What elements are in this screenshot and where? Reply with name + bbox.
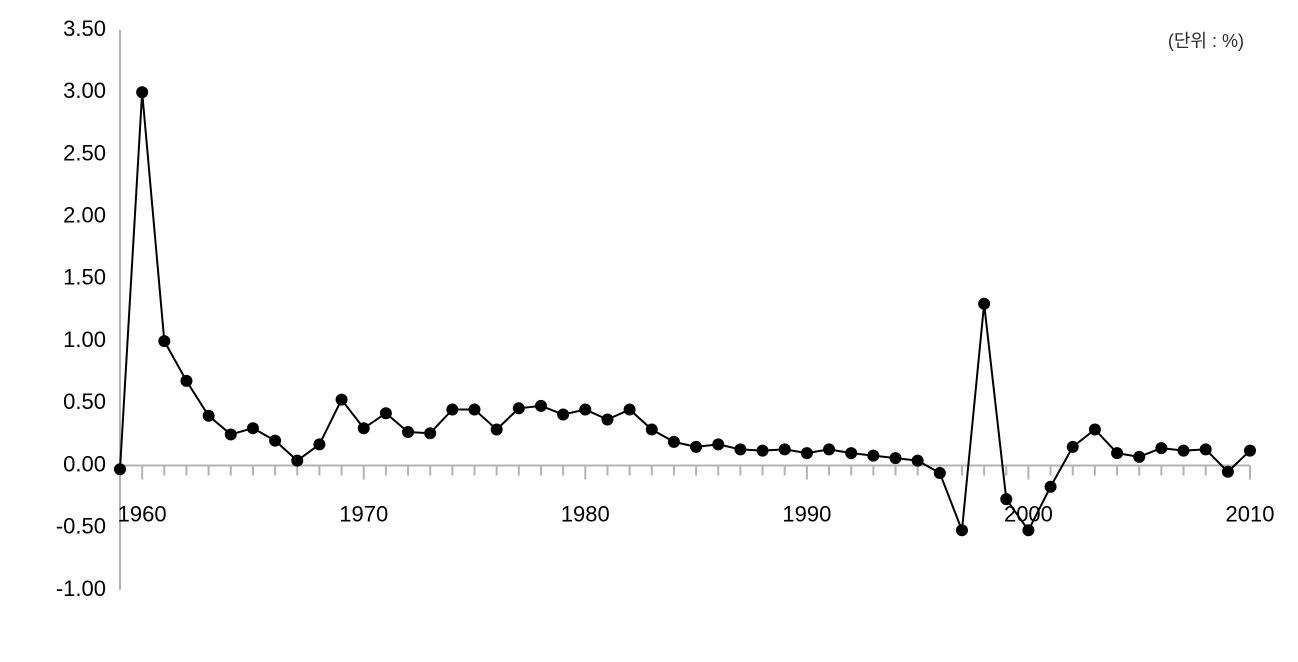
data-point (425, 428, 436, 439)
y-tick-label: -1.00 (56, 576, 106, 601)
y-tick-label: 0.50 (63, 389, 106, 414)
data-point (535, 400, 546, 411)
data-point (1134, 451, 1145, 462)
x-tick-label: 1980 (561, 502, 610, 527)
x-labels-layer: 196019701980199020002010 (118, 502, 1275, 527)
data-point (757, 445, 768, 456)
y-tick-label: -0.50 (56, 514, 106, 539)
data-point (1045, 481, 1056, 492)
data-point (270, 435, 281, 446)
data-point (691, 441, 702, 452)
y-tick-label: 3.00 (63, 78, 106, 103)
data-point (115, 464, 126, 475)
data-point (447, 404, 458, 415)
data-point (1156, 443, 1167, 454)
data-point (801, 448, 812, 459)
data-point (1222, 466, 1233, 477)
data-point (1001, 494, 1012, 505)
data-point (225, 429, 236, 440)
x-tick-label: 2010 (1226, 502, 1275, 527)
data-point (314, 439, 325, 450)
data-point (779, 444, 790, 455)
data-point (1245, 445, 1256, 456)
data-point (602, 414, 613, 425)
data-point (203, 410, 214, 421)
data-point (1067, 441, 1078, 452)
data-point (890, 453, 901, 464)
y-tick-label: 0.00 (63, 451, 106, 476)
data-point (181, 375, 192, 386)
x-tick-label: 1990 (782, 502, 831, 527)
data-point (1112, 448, 1123, 459)
data-point (956, 525, 967, 536)
series-layer (115, 87, 1256, 536)
data-point (846, 448, 857, 459)
data-point (1023, 525, 1034, 536)
unit-label: (단위 : %) (1168, 31, 1244, 51)
data-point (646, 424, 657, 435)
data-point (247, 423, 258, 434)
data-point (713, 439, 724, 450)
data-point (735, 444, 746, 455)
data-point (668, 436, 679, 447)
y-tick-label: 1.00 (63, 327, 106, 352)
line-chart: 196019701980199020002010 -1.00-0.500.000… (0, 0, 1298, 662)
x-tick-label: 1970 (339, 502, 388, 527)
data-point (1089, 424, 1100, 435)
data-point (137, 87, 148, 98)
chart-container: 196019701980199020002010 -1.00-0.500.000… (0, 0, 1298, 662)
data-point (868, 450, 879, 461)
y-tick-label: 1.50 (63, 265, 106, 290)
y-labels-layer: -1.00 -0.50 0.00 0.50 1.00 1.50 2.00 2.50 3.00 3.… (56, 16, 106, 601)
data-point (580, 404, 591, 415)
x-ticks-layer (120, 466, 1250, 480)
data-point (403, 426, 414, 437)
y-tick-label: 2.00 (63, 202, 106, 227)
y-tick-label: 2.50 (63, 140, 106, 165)
data-point (912, 455, 923, 466)
data-point (1178, 445, 1189, 456)
data-point (624, 404, 635, 415)
data-point (979, 298, 990, 309)
data-point (380, 408, 391, 419)
data-point (469, 404, 480, 415)
x-tick-label: 1960 (118, 502, 167, 527)
data-point (336, 394, 347, 405)
data-point (358, 423, 369, 434)
data-point (292, 455, 303, 466)
data-point (1200, 444, 1211, 455)
data-point (491, 424, 502, 435)
data-point (159, 336, 170, 347)
data-point (934, 468, 945, 479)
data-point (558, 409, 569, 420)
y-tick-label: 3.50 (63, 16, 106, 41)
data-point (824, 444, 835, 455)
axes-layer (120, 30, 1250, 590)
annotation-layer: (단위 : %) (1168, 31, 1244, 51)
data-point (513, 403, 524, 414)
